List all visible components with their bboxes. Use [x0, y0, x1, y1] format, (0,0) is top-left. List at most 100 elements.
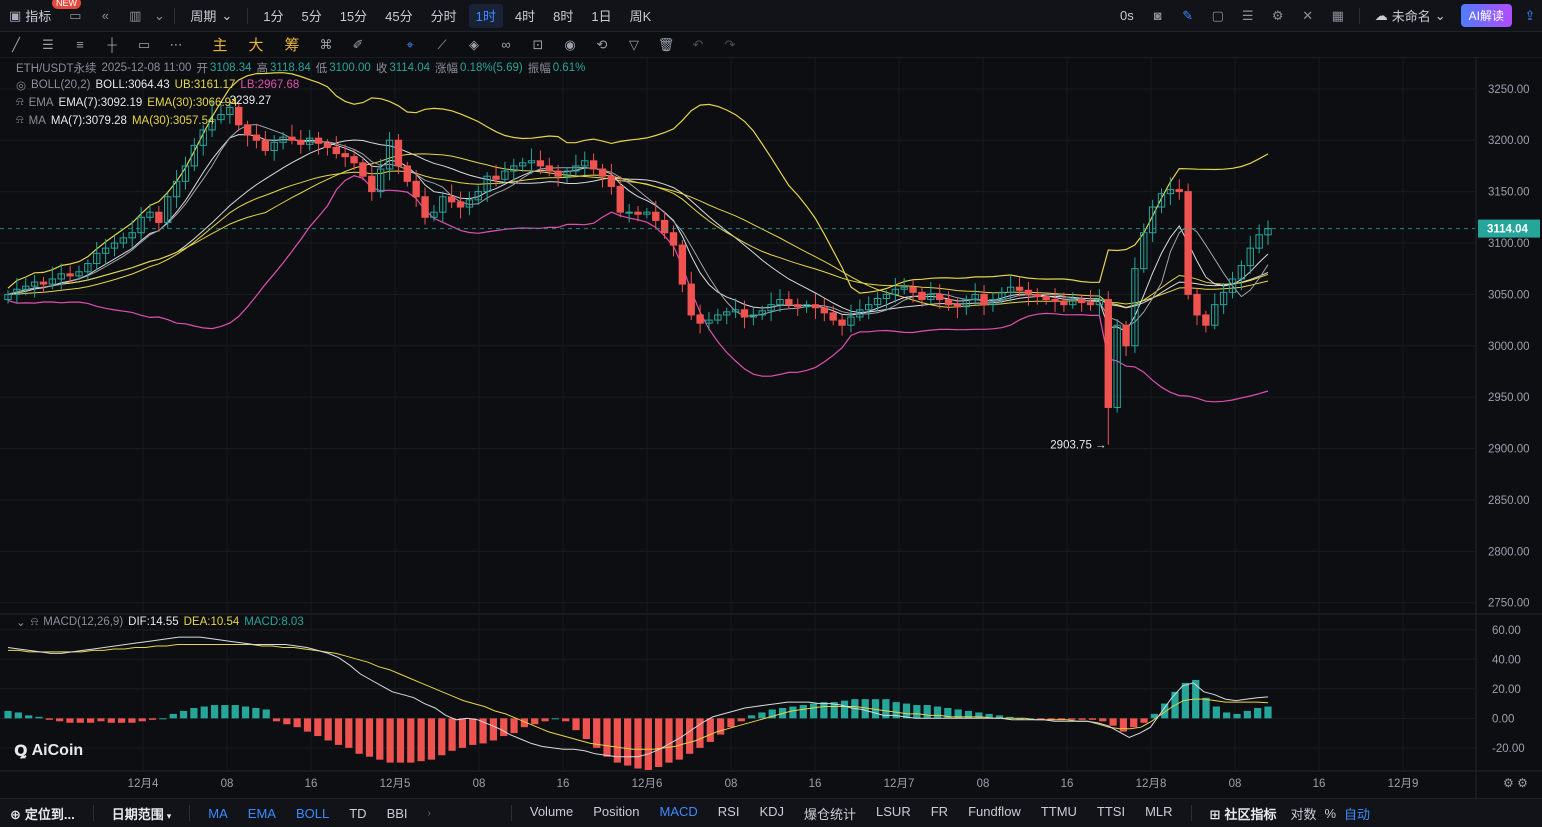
- sub-indicator-tab[interactable]: MACD: [659, 803, 698, 819]
- auto-scale-toggle[interactable]: 自动: [1344, 806, 1371, 822]
- date-range-button[interactable]: 日期范围 ▾: [111, 806, 172, 822]
- eye-icon[interactable]: ◎: [16, 80, 27, 92]
- candle-body: [305, 137, 314, 145]
- share-icon[interactable]: ⇪: [1524, 7, 1536, 23]
- macd-histogram-bar: [334, 718, 343, 745]
- macd-histogram-bar: [179, 710, 188, 719]
- interval-tab[interactable]: 1分: [263, 9, 284, 24]
- sub-indicator-tab[interactable]: Volume: [529, 803, 574, 819]
- period-dropdown[interactable]: 周期 ⌄: [190, 7, 233, 25]
- low-marker-label: 2903.75 →: [1050, 440, 1106, 452]
- interval-tab[interactable]: 45分: [385, 9, 413, 24]
- main-indicator-tab[interactable]: MA: [208, 805, 228, 821]
- main-indicator-tab[interactable]: EMA: [247, 805, 276, 821]
- candle-body: [1246, 247, 1254, 267]
- filter-icon[interactable]: ▽: [629, 36, 639, 52]
- community-indicators-button[interactable]: ⊞ 社区指标: [1209, 806, 1277, 822]
- main-force-tool[interactable]: 主: [212, 37, 228, 54]
- trash-icon[interactable]: 🗑: [657, 36, 675, 52]
- candle-body: [93, 252, 101, 265]
- sub-indicator-tab[interactable]: LSUR: [876, 803, 911, 819]
- sub-indicator-tab[interactable]: 爆仓统计: [804, 806, 857, 822]
- grid-icon[interactable]: ▦: [1331, 7, 1344, 23]
- main-indicator-tab[interactable]: BOLL: [295, 805, 330, 821]
- interval-tab[interactable]: 1日: [591, 9, 612, 24]
- lock-icon[interactable]: ⊡: [532, 36, 544, 52]
- link-icon[interactable]: ∞: [501, 37, 511, 52]
- marker-icon[interactable]: ◈: [469, 36, 479, 52]
- sub-indicator-tab[interactable]: TTMU: [1040, 803, 1077, 819]
- sub-indicator-tab[interactable]: Fundflow: [968, 803, 1021, 819]
- candle-type-icon[interactable]: ▥: [129, 7, 142, 23]
- collapse-icon[interactable]: ⌄: [16, 617, 26, 629]
- interval-tab[interactable]: 4时: [514, 9, 536, 24]
- chart-area[interactable]: 3250.00 3200.00 3150.00 3100.00 3050.00 3000.…: [0, 58, 1542, 798]
- layout-icon[interactable]: ▭: [69, 7, 82, 23]
- horizontal-lines-icon[interactable]: ☰: [42, 36, 54, 52]
- candle-body: [989, 299, 997, 306]
- interval-tab[interactable]: 周K: [629, 9, 652, 24]
- sync-icon[interactable]: ⟲: [596, 36, 608, 52]
- macd-histogram-bar: [169, 713, 177, 719]
- sub-indicator-tab[interactable]: Position: [593, 803, 640, 819]
- boll-legend[interactable]: ◎ BOLL(20,2) BOLL:3064.43 UB:3161.17 LB:…: [16, 78, 304, 92]
- undo-icon[interactable]: ↶: [692, 36, 704, 52]
- change-value: 0.18%(5.69): [460, 62, 523, 74]
- chat-icon[interactable]: ▢: [1211, 7, 1224, 23]
- macd-legend[interactable]: ⌄ ⍾ MACD(12,26,9) DIF:14.55 DEA:10.54 MA…: [16, 615, 309, 630]
- rectangle-icon[interactable]: ▭: [137, 36, 151, 52]
- time-tick-label: 08: [1229, 778, 1242, 790]
- more-main-icon[interactable]: ›: [427, 807, 431, 819]
- interval-tab[interactable]: 分时: [430, 9, 457, 24]
- rewind-icon[interactable]: «: [101, 8, 109, 23]
- cursor-icon[interactable]: ⌖: [406, 36, 414, 52]
- last-price-tag: [1478, 219, 1540, 238]
- interval-tab[interactable]: 1时: [468, 3, 503, 28]
- pen-icon[interactable]: ✎: [1182, 7, 1194, 23]
- bell-icon[interactable]: ⍾: [30, 615, 39, 628]
- interval-tab[interactable]: 15分: [339, 9, 368, 24]
- list-icon[interactable]: ☰: [1241, 7, 1254, 23]
- eye-icon[interactable]: ◉: [564, 36, 576, 52]
- ruler-icon[interactable]: ⟋: [437, 36, 447, 52]
- main-indicator-tab[interactable]: TD: [349, 805, 367, 821]
- bell-icon[interactable]: ⍾: [16, 114, 24, 126]
- magnet-icon[interactable]: ⌘: [319, 36, 333, 52]
- macd-histogram-bar: [479, 718, 487, 744]
- big-order-tool[interactable]: 大: [248, 37, 264, 54]
- more-tools-icon[interactable]: ⋯: [169, 36, 183, 52]
- trendline-icon[interactable]: ╱: [12, 36, 20, 52]
- close-label: 收: [375, 63, 388, 75]
- percent-toggle[interactable]: %: [1324, 805, 1337, 821]
- ma-legend[interactable]: ⍾ MA MA(7):3079.28 MA(30):3057.54: [16, 114, 219, 127]
- redo-icon[interactable]: ↷: [724, 36, 736, 52]
- main-indicator-tab[interactable]: BBI: [386, 805, 408, 821]
- chip-tool[interactable]: 筹: [284, 37, 300, 54]
- ai-analysis-button[interactable]: AI解读: [1460, 4, 1512, 27]
- brush-icon[interactable]: ✐: [352, 36, 364, 52]
- candle-body: [731, 309, 740, 313]
- log-scale-toggle[interactable]: 对数: [1290, 806, 1317, 822]
- crossline-icon[interactable]: ┼: [107, 37, 117, 52]
- ema-legend[interactable]: ⍾ EMA EMA(7):3092.19 EMA(30):3066.94: [16, 96, 242, 109]
- locate-button[interactable]: ⊕ 定位到...: [10, 806, 75, 822]
- indicators-button[interactable]: ▣ 指标 NEW: [0, 0, 81, 32]
- account-dropdown[interactable]: ☁ 未命名 ⌄: [1374, 7, 1446, 25]
- sub-indicator-tab[interactable]: MLR: [1145, 803, 1173, 819]
- price-chart[interactable]: 3250.00 3200.00 3150.00 3100.00 3050.00 3000.…: [0, 58, 1542, 798]
- low-label: 低: [315, 63, 328, 75]
- sub-indicator-tab[interactable]: TTSI: [1096, 803, 1126, 819]
- interval-tab[interactable]: 8时: [553, 9, 574, 24]
- interval-tab[interactable]: 5分: [301, 9, 322, 24]
- parallel-lines-icon[interactable]: ≡: [76, 37, 84, 52]
- camera-icon[interactable]: ◙: [1153, 8, 1162, 23]
- bell-icon[interactable]: ⍾: [16, 96, 24, 108]
- sub-indicator-tab[interactable]: RSI: [717, 803, 740, 819]
- sub-indicator-tab[interactable]: FR: [930, 803, 949, 819]
- sub-indicator-tab[interactable]: KDJ: [759, 803, 785, 819]
- amplitude-value: 0.61%: [552, 62, 586, 74]
- close-icon[interactable]: ✕: [1302, 7, 1314, 23]
- chevron-down-icon[interactable]: ⌄: [153, 7, 165, 23]
- settings-icon[interactable]: ⚙: [1271, 7, 1284, 23]
- candle-body: [1237, 265, 1246, 280]
